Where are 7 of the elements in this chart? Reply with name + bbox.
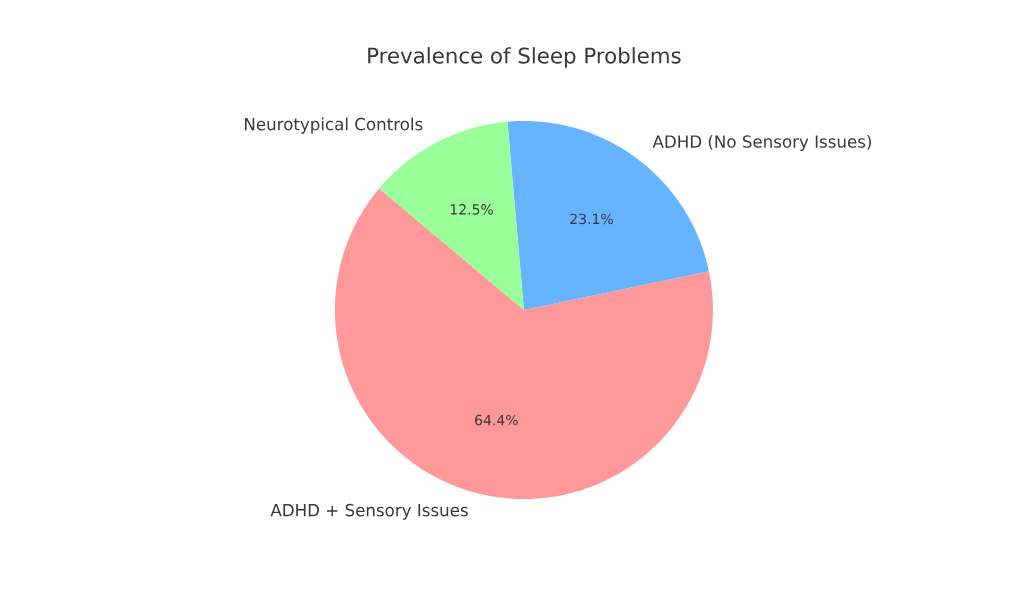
slice-label: ADHD + Sensory Issues xyxy=(270,503,468,520)
slice-label: ADHD (No Sensory Issues) xyxy=(652,134,872,152)
slice-label: Neurotypical Controls xyxy=(245,117,423,134)
data-label: 12.5% xyxy=(450,204,494,215)
data-label: 64.4% xyxy=(475,414,518,426)
chart-title: Prevalence of Sleep Problems xyxy=(368,47,681,68)
data-label: 23.1% xyxy=(570,213,613,225)
